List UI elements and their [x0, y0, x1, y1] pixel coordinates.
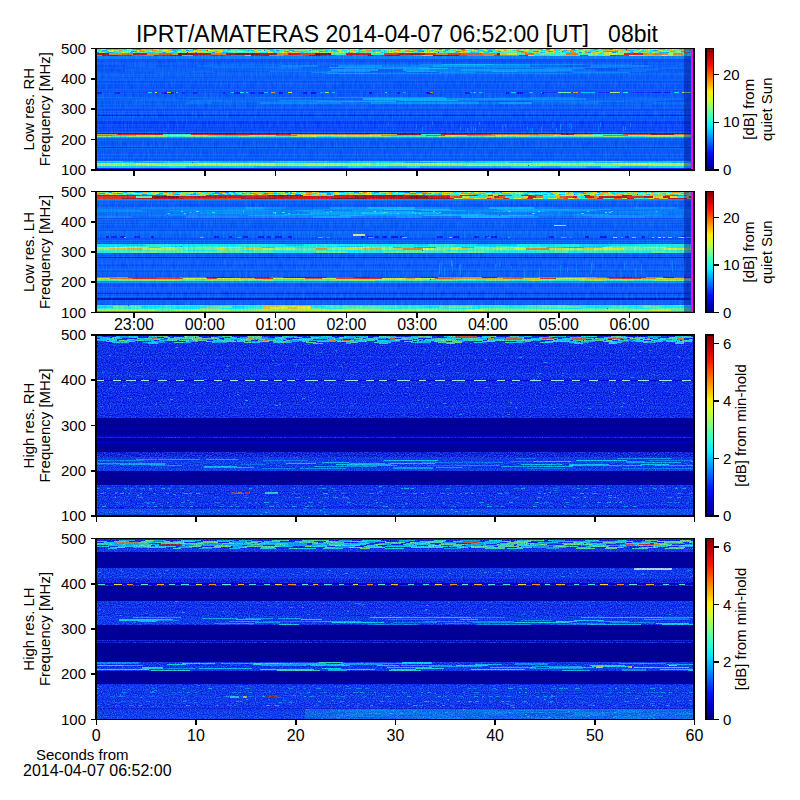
svg-text:40: 40	[486, 727, 504, 744]
svg-text:High res. RH: High res. RH	[20, 383, 37, 469]
svg-text:[dB] from min-hold: [dB] from min-hold	[732, 364, 749, 487]
svg-text:Seconds from: Seconds from	[36, 746, 129, 763]
svg-text:4: 4	[723, 596, 731, 613]
svg-text:400: 400	[61, 575, 86, 592]
svg-text:20: 20	[723, 209, 740, 226]
svg-text:200: 200	[61, 131, 86, 148]
svg-text:100: 100	[61, 711, 86, 728]
svg-text:01:00: 01:00	[256, 316, 296, 333]
svg-text:20: 20	[287, 727, 305, 744]
svg-text:0: 0	[723, 507, 731, 524]
svg-text:Frequency [MHz]: Frequency [MHz]	[36, 572, 53, 686]
svg-text:20: 20	[723, 66, 740, 83]
svg-text:02:00: 02:00	[326, 316, 366, 333]
svg-text:quiet Sun: quiet Sun	[758, 78, 775, 141]
svg-text:60: 60	[686, 727, 704, 744]
svg-text:[dB] from min-hold: [dB] from min-hold	[732, 568, 749, 691]
svg-text:30: 30	[387, 727, 405, 744]
svg-text:200: 200	[61, 665, 86, 682]
svg-text:00:00: 00:00	[185, 316, 225, 333]
svg-text:[dB] from: [dB] from	[740, 222, 757, 283]
svg-text:High res. LH: High res. LH	[20, 587, 37, 670]
svg-text:2: 2	[723, 450, 731, 467]
svg-text:05:00: 05:00	[539, 316, 579, 333]
svg-text:400: 400	[61, 213, 86, 230]
svg-text:2014-04-07 06:52:00: 2014-04-07 06:52:00	[23, 762, 172, 779]
svg-text:Low res. LH: Low res. LH	[20, 212, 37, 292]
svg-text:04:00: 04:00	[468, 316, 508, 333]
svg-text:Frequency [MHz]: Frequency [MHz]	[36, 368, 53, 482]
svg-text:4: 4	[723, 392, 731, 409]
svg-text:300: 300	[61, 100, 86, 117]
svg-text:500: 500	[61, 183, 86, 200]
svg-text:0: 0	[723, 711, 731, 728]
svg-text:100: 100	[61, 507, 86, 524]
svg-text:100: 100	[61, 161, 86, 178]
svg-text:50: 50	[586, 727, 604, 744]
svg-text:[dB] from: [dB] from	[740, 79, 757, 140]
svg-text:200: 200	[61, 462, 86, 479]
svg-text:0: 0	[723, 304, 731, 321]
svg-text:400: 400	[61, 371, 86, 388]
svg-text:300: 300	[61, 620, 86, 637]
svg-text:Frequency [MHz]: Frequency [MHz]	[36, 52, 53, 166]
svg-text:quiet Sun: quiet Sun	[758, 220, 775, 283]
svg-text:500: 500	[61, 326, 86, 343]
svg-text:03:00: 03:00	[397, 316, 437, 333]
svg-text:100: 100	[61, 304, 86, 321]
svg-text:300: 300	[61, 243, 86, 260]
svg-text:6: 6	[723, 335, 731, 352]
svg-text:06:00: 06:00	[610, 316, 650, 333]
svg-text:10: 10	[723, 113, 740, 130]
svg-text:Frequency [MHz]: Frequency [MHz]	[36, 195, 53, 309]
svg-text:400: 400	[61, 70, 86, 87]
svg-text:500: 500	[61, 530, 86, 547]
svg-text:0: 0	[92, 727, 101, 744]
svg-text:6: 6	[723, 538, 731, 555]
svg-text:2: 2	[723, 653, 731, 670]
svg-text:500: 500	[61, 40, 86, 57]
svg-text:23:00: 23:00	[114, 316, 154, 333]
svg-text:10: 10	[187, 727, 205, 744]
svg-text:IPRT/AMATERAS 2014-04-07 06:52: IPRT/AMATERAS 2014-04-07 06:52:00 [UT] 0…	[136, 21, 659, 47]
svg-text:10: 10	[723, 256, 740, 273]
svg-text:200: 200	[61, 273, 86, 290]
svg-text:0: 0	[723, 161, 731, 178]
svg-text:Low res. RH: Low res. RH	[20, 68, 37, 151]
svg-text:300: 300	[61, 417, 86, 434]
